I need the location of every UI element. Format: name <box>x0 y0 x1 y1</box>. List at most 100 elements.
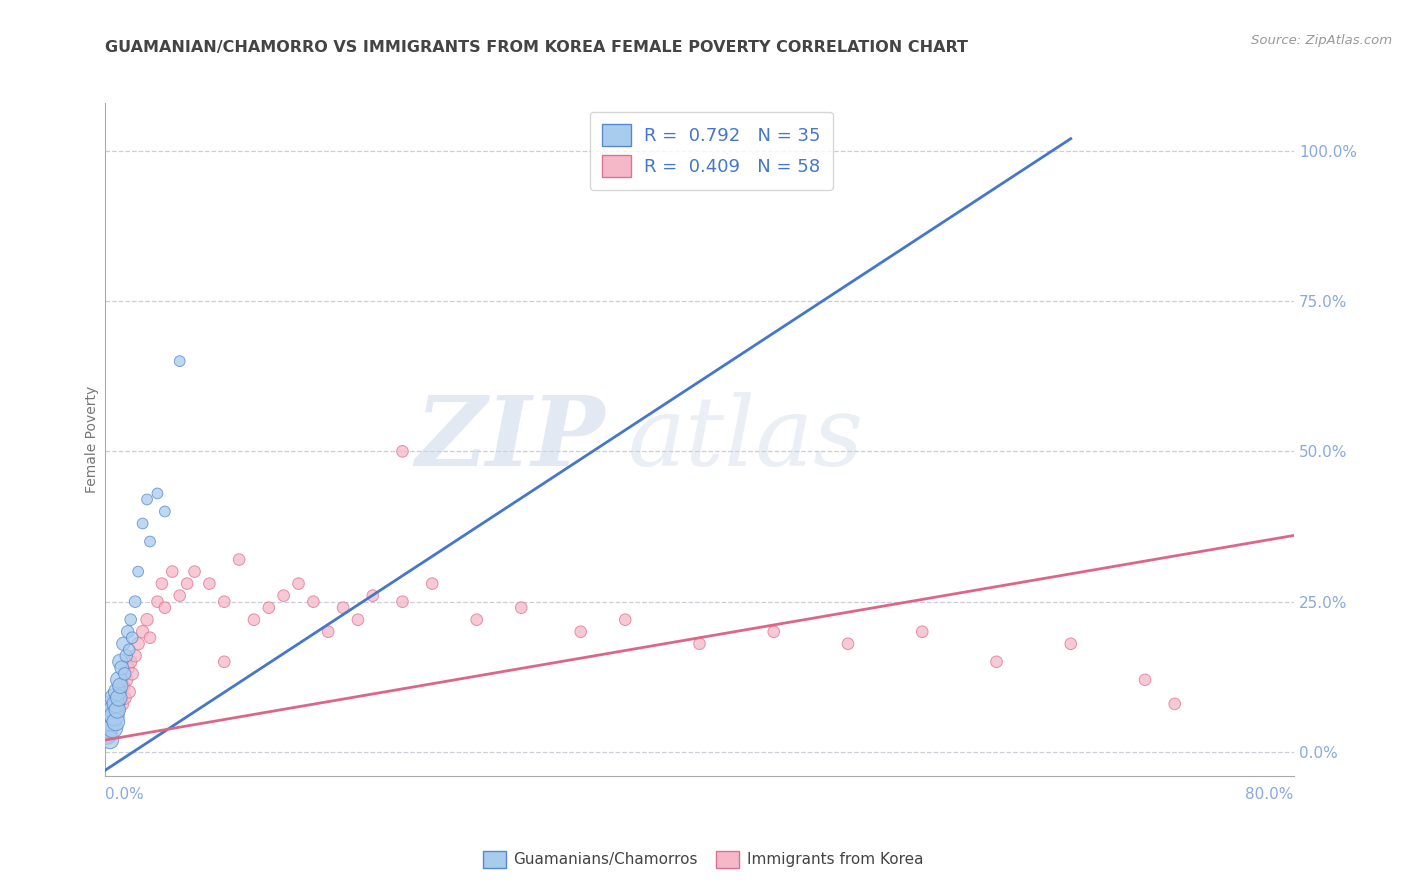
Point <box>257 600 280 615</box>
Point <box>114 666 136 681</box>
Point <box>121 666 143 681</box>
Point <box>117 661 139 675</box>
Point <box>391 595 413 609</box>
Point <box>120 655 142 669</box>
Legend: R =  0.792   N = 35, R =  0.409   N = 58: R = 0.792 N = 35, R = 0.409 N = 58 <box>589 112 832 190</box>
Point <box>97 721 120 735</box>
Point <box>118 642 141 657</box>
Point <box>136 492 159 507</box>
Point <box>273 589 295 603</box>
Point <box>97 714 120 729</box>
Point <box>176 576 198 591</box>
Point <box>689 637 711 651</box>
Point <box>127 637 149 651</box>
Point <box>1164 697 1187 711</box>
Point <box>510 600 533 615</box>
Point <box>146 486 169 500</box>
Point <box>111 697 134 711</box>
Point <box>287 576 309 591</box>
Point <box>124 648 146 663</box>
Point <box>104 697 127 711</box>
Point <box>162 565 184 579</box>
Point <box>169 589 191 603</box>
Point <box>131 516 153 531</box>
Point <box>114 690 136 705</box>
Point <box>139 534 162 549</box>
Point <box>837 637 859 651</box>
Point <box>214 595 236 609</box>
Point <box>117 624 139 639</box>
Point <box>120 613 142 627</box>
Point <box>131 624 153 639</box>
Point <box>228 552 250 566</box>
Point <box>1060 637 1083 651</box>
Point <box>100 714 122 729</box>
Point <box>391 444 413 458</box>
Point <box>100 709 122 723</box>
Point <box>98 714 121 729</box>
Point <box>243 613 266 627</box>
Point <box>101 714 124 729</box>
Point <box>169 354 191 368</box>
Point <box>136 613 159 627</box>
Point <box>911 624 934 639</box>
Point <box>183 565 205 579</box>
Text: Source: ZipAtlas.com: Source: ZipAtlas.com <box>1251 34 1392 47</box>
Point <box>153 504 176 518</box>
Point <box>316 624 339 639</box>
Point <box>332 600 354 615</box>
Point <box>103 703 125 717</box>
Point <box>302 595 325 609</box>
Point <box>198 576 221 591</box>
Point <box>105 703 128 717</box>
Point <box>361 589 384 603</box>
Point <box>118 685 141 699</box>
Point <box>111 661 134 675</box>
Point <box>986 655 1008 669</box>
Point <box>110 679 132 693</box>
Point <box>146 595 169 609</box>
Point <box>153 600 176 615</box>
Point <box>115 673 138 687</box>
Point <box>98 733 121 747</box>
Point <box>108 690 131 705</box>
Point <box>98 709 121 723</box>
Point <box>214 655 236 669</box>
Text: 80.0%: 80.0% <box>1246 787 1294 802</box>
Point <box>112 637 135 651</box>
Point <box>97 721 120 735</box>
Point <box>104 697 127 711</box>
Point <box>139 631 162 645</box>
Text: 0.0%: 0.0% <box>105 787 145 802</box>
Point <box>108 690 131 705</box>
Legend: Guamanians/Chamorros, Immigrants from Korea: Guamanians/Chamorros, Immigrants from Ko… <box>477 845 929 873</box>
Point <box>101 703 124 717</box>
Point <box>150 576 173 591</box>
Text: GUAMANIAN/CHAMORRO VS IMMIGRANTS FROM KOREA FEMALE POVERTY CORRELATION CHART: GUAMANIAN/CHAMORRO VS IMMIGRANTS FROM KO… <box>105 40 969 55</box>
Point <box>569 624 592 639</box>
Point <box>100 697 122 711</box>
Point <box>1133 673 1156 687</box>
Point <box>105 685 128 699</box>
Point <box>103 690 125 705</box>
Point <box>96 727 118 741</box>
Point <box>104 714 127 729</box>
Point <box>465 613 488 627</box>
Point <box>96 727 118 741</box>
Point <box>347 613 370 627</box>
Point <box>105 703 128 717</box>
Point <box>103 709 125 723</box>
Point <box>101 721 124 735</box>
Point <box>110 655 132 669</box>
Text: atlas: atlas <box>628 392 865 486</box>
Point <box>110 685 132 699</box>
Point <box>108 673 131 687</box>
Point <box>115 648 138 663</box>
Point <box>614 613 637 627</box>
Point <box>124 595 146 609</box>
Point <box>112 679 135 693</box>
Point <box>127 565 149 579</box>
Point <box>121 631 143 645</box>
Text: ZIP: ZIP <box>415 392 605 486</box>
Point <box>762 624 785 639</box>
